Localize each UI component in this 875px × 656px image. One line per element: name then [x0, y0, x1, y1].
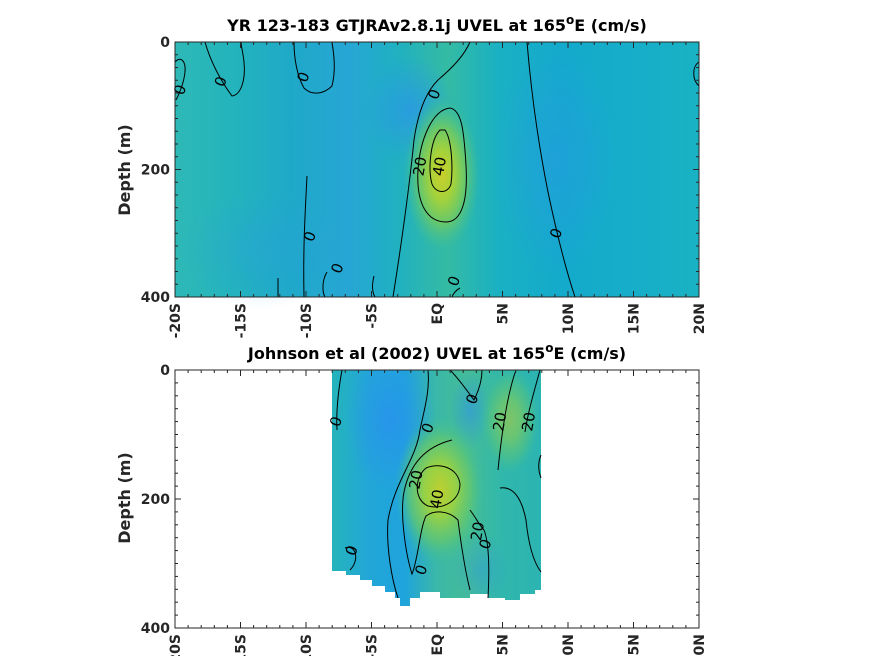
panel-observed-xtick-label: 15N: [627, 634, 643, 656]
panel-observed-xtick-label: -5S: [365, 634, 381, 656]
panel-model-xtick-label: -20S: [168, 303, 184, 338]
panel-model-contour-label: 40: [429, 155, 450, 177]
panel-model-x-axis: -20S -15S -10S -5S EQ 5N 10N 15N 20N: [168, 42, 708, 338]
panel-model-contour-zero-east: [526, 41, 576, 298]
panel-model-ytick-label: 0: [160, 35, 170, 51]
panel-model-y-axis: 0 200 400: [141, 35, 699, 306]
panel-model: YR 123-183 GTJRAv2.8.1j UVEL at 165oE (c…: [115, 13, 708, 338]
panel-observed-contour-zero-c: [469, 509, 490, 599]
panel-observed: Johnson et al (2002) UVEL at 165oE (cm/s…: [115, 341, 708, 656]
panel-observed-contour-zero-west: [387, 369, 429, 599]
panel-model-contour-zero-west: [392, 41, 471, 298]
panel-model-field-negative-north: [495, 40, 615, 280]
panel-model-field-negative-south: [180, 190, 340, 310]
panel-observed-contour-label: 40: [426, 488, 447, 510]
panel-model-contour-label: 20: [409, 155, 430, 177]
panel-observed-contour-40: [416, 465, 461, 508]
panel-observed-contour-label: 20: [467, 520, 488, 542]
panel-model-contour-zero-c: [293, 41, 335, 94]
panel-observed-xtick-label: -10S: [299, 634, 315, 656]
panel-model-xtick-label: -15S: [234, 303, 250, 338]
panel-model-xtick-label: 10N: [561, 303, 577, 334]
panel-model-contour-zero-d: [693, 61, 700, 87]
panel-observed-contour-zero-d: [538, 454, 542, 479]
panel-model-contours: [174, 41, 700, 298]
panel-observed-contour-20-east: [524, 369, 541, 433]
panel-model-contour-zero-g: [372, 275, 376, 298]
panel-observed-xtick-label: -15S: [234, 634, 250, 656]
panel-observed-ytick-label: 400: [141, 621, 170, 637]
panel-observed-field: [332, 370, 541, 606]
panel-model-contour-zero-b: [204, 41, 245, 97]
panel-model-xtick-label: 20N: [692, 303, 708, 334]
panel-model-ylabel: Depth (m): [115, 124, 134, 216]
panel-model-contour-zero-f: [322, 271, 328, 298]
panel-model-contour-zero-a: [174, 58, 186, 101]
panel-model-xtick-label: 15N: [627, 303, 643, 334]
panel-observed-xtick-label: 20N: [692, 634, 708, 656]
panel-observed-ytick-label: 0: [160, 363, 170, 379]
panel-model-contour-zero-i: [451, 287, 461, 298]
panel-observed-field-jet: [395, 415, 485, 565]
panel-observed-title: Johnson et al (2002) UVEL at 165oE (cm/s…: [247, 341, 626, 363]
panel-observed-contour-label: 20: [518, 411, 539, 433]
panel-observed-xtick-label: 10N: [561, 634, 577, 656]
panel-model-ytick-label: 400: [141, 290, 170, 306]
panel-model-xtick-label: -5S: [365, 303, 381, 329]
panel-observed-contour-label: 20: [489, 411, 510, 433]
panel-observed-contour-zero-b: [449, 369, 483, 401]
panel-observed-field-jet-north: [480, 370, 540, 475]
panel-observed-contour-zero-e: [344, 546, 357, 571]
panel-model-title: YR 123-183 GTJRAv2.8.1j UVEL at 165oE (c…: [226, 13, 647, 35]
panel-model-xtick-label: -10S: [299, 303, 315, 338]
panel-observed-ylabel: Depth (m): [115, 452, 134, 544]
panel-observed-contours: [336, 369, 542, 599]
panel-model-xtick-label: 5N: [496, 303, 512, 324]
panel-model-field: [175, 40, 699, 310]
panel-model-contour-zero-e: [303, 175, 308, 298]
panel-observed-contour-20-north: [497, 369, 517, 471]
panel-observed-xtick-label: -20S: [168, 634, 184, 656]
panel-observed-contour-20: [402, 439, 471, 591]
panel-model-ytick-label: 200: [141, 163, 170, 179]
panel-model-contour-20: [417, 107, 467, 223]
panel-observed-y-axis: 0 200 400: [141, 363, 699, 637]
panel-observed-contour-zero-east: [499, 487, 542, 573]
panel-observed-ytick-label: 200: [141, 492, 170, 508]
panel-observed-xtick-label: EQ: [430, 634, 446, 656]
panel-observed-contour-label: 20: [406, 469, 427, 491]
panel-model-contour-40: [429, 129, 453, 192]
panel-model-field-jet: [404, 95, 480, 255]
panel-observed-x-axis: -20S -15S -10S -5S EQ 5N 10N 15N 20N: [168, 370, 708, 656]
panel-observed-xtick-label: 5N: [496, 634, 512, 655]
panel-model-xtick-label: EQ: [430, 303, 446, 325]
panel-observed-contour-zero-a: [336, 369, 343, 431]
